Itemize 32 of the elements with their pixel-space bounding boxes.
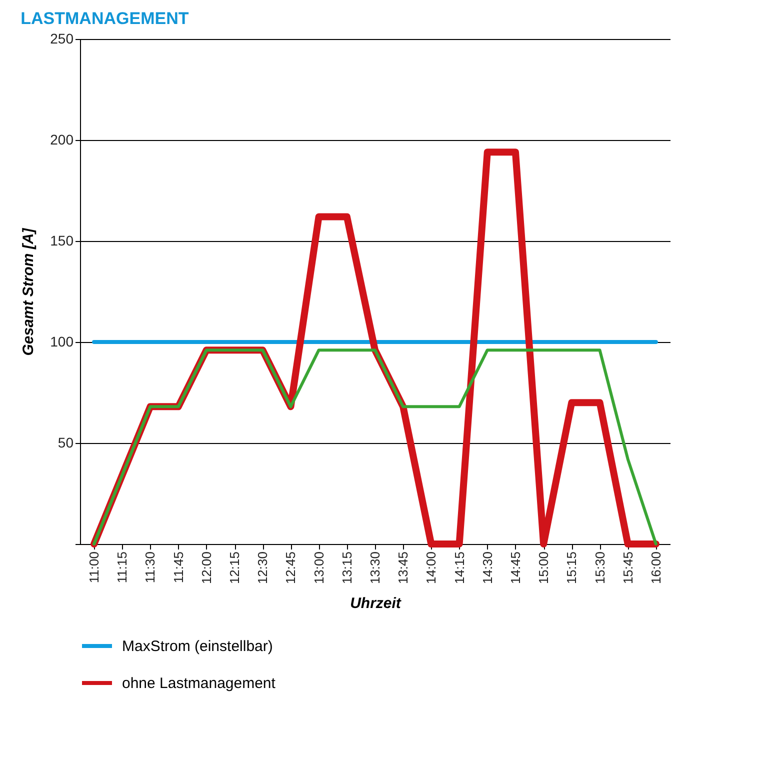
y-tick-label: 150 bbox=[50, 232, 74, 248]
line-series bbox=[92, 348, 658, 546]
legend-label: ohne Lastmanagement bbox=[122, 675, 276, 692]
x-tick-label: 12:45 bbox=[283, 552, 298, 584]
x-tick-label: 12:00 bbox=[198, 552, 214, 584]
y-tick-label: 50 bbox=[58, 434, 74, 450]
x-tick-label: 15:45 bbox=[620, 552, 636, 584]
y-tick-label: 250 bbox=[50, 30, 74, 46]
x-tick-label: 15:30 bbox=[592, 552, 608, 584]
x-axis-title: Uhrzeit bbox=[350, 595, 402, 612]
x-tick-label: 13:30 bbox=[368, 552, 382, 584]
y-tick-label: 200 bbox=[50, 132, 74, 148]
x-tick-label: 15:15 bbox=[564, 552, 580, 584]
x-tick-label: 13:45 bbox=[396, 552, 411, 584]
x-tick-label: 14:45 bbox=[508, 552, 523, 584]
x-tick-label: 14:30 bbox=[480, 552, 495, 584]
legend-label: MaxStrom (einstellbar) bbox=[122, 638, 273, 655]
x-tick-label: 11:00 bbox=[86, 552, 102, 584]
x-tick-label: 15:00 bbox=[536, 552, 552, 584]
x-tick-label: 13:00 bbox=[311, 552, 326, 584]
y-axis-title: Gesamt Strom [A] bbox=[20, 227, 38, 356]
x-tick-label: 11:45 bbox=[170, 552, 186, 584]
x-tick-label: 12:30 bbox=[255, 552, 270, 584]
x-tick-label: 16:00 bbox=[648, 552, 664, 584]
x-tick-label: 12:15 bbox=[227, 552, 242, 584]
y-tick-label: 100 bbox=[50, 334, 74, 350]
x-tick-label: 13:15 bbox=[339, 552, 354, 584]
x-tick-label: 14:15 bbox=[452, 552, 467, 584]
x-tick-label: 11:30 bbox=[142, 552, 158, 584]
chart-title: LASTMANAGEMENT bbox=[20, 9, 190, 28]
x-tick-label: 14:00 bbox=[424, 552, 439, 584]
x-tick-label: 11:15 bbox=[114, 552, 130, 584]
